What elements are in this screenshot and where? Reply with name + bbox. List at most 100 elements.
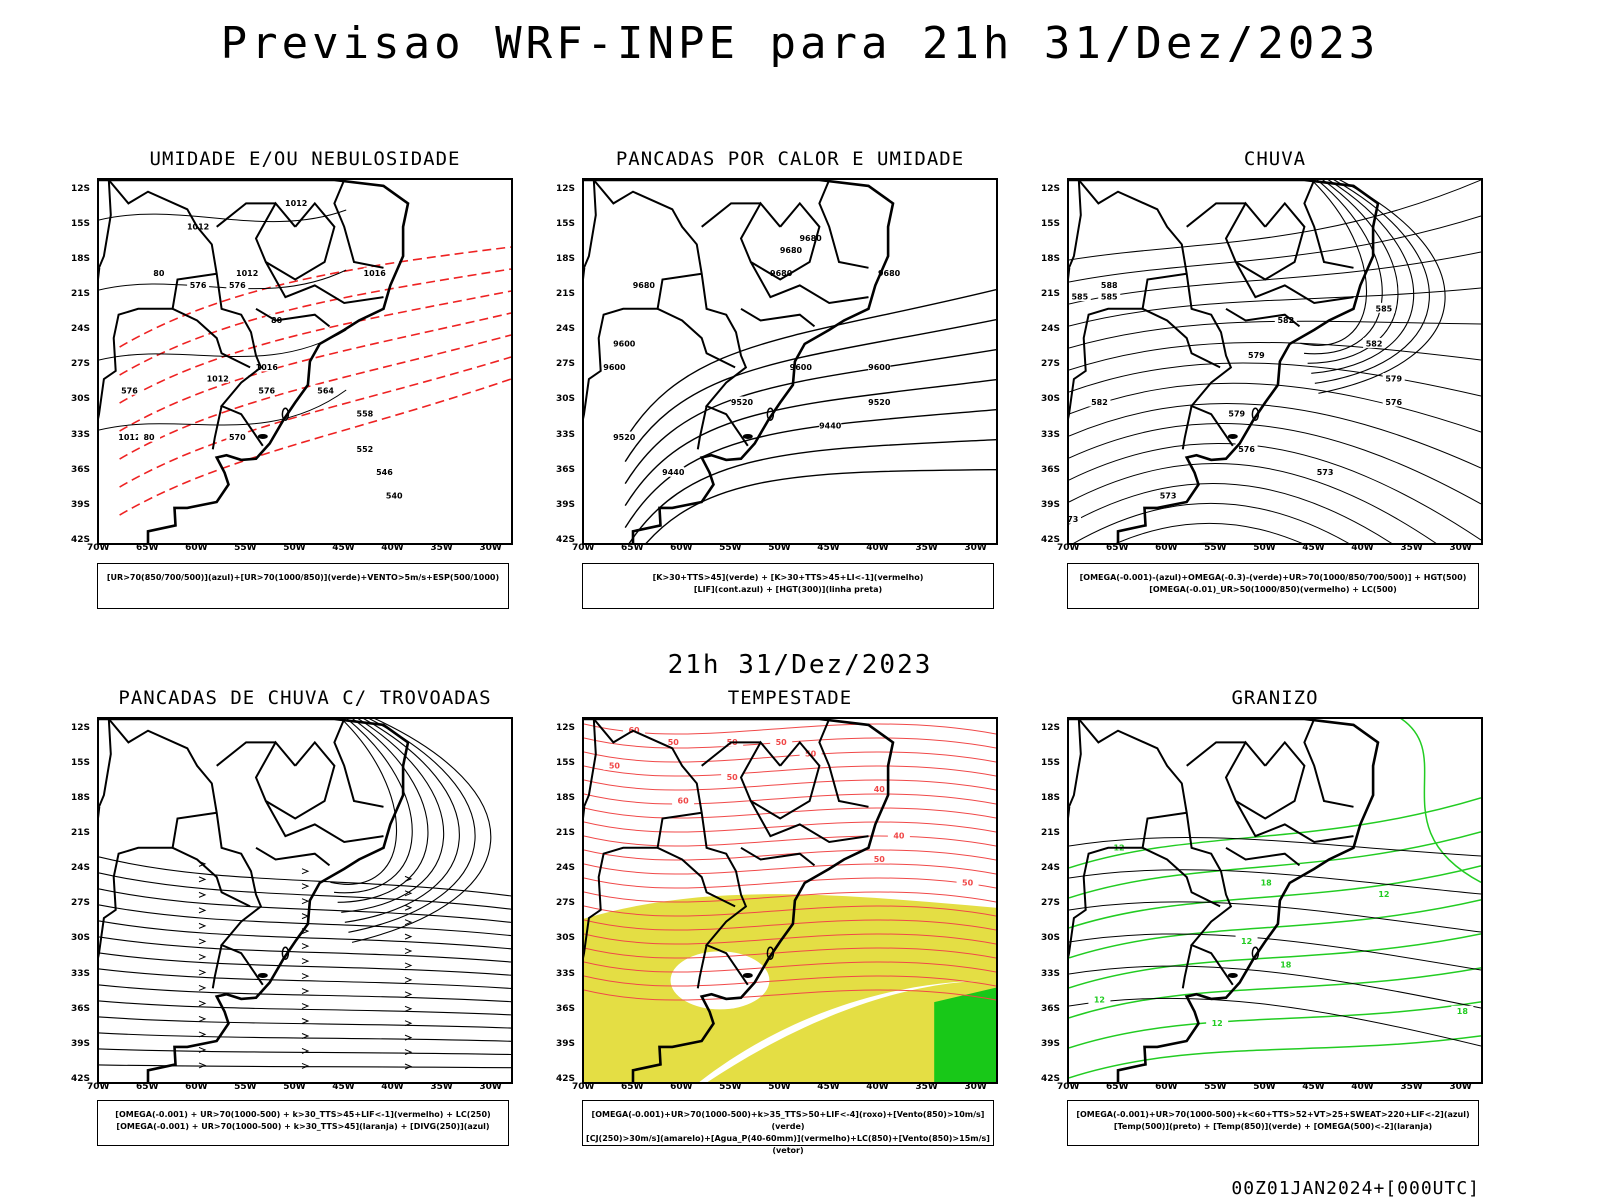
border-line	[333, 180, 384, 269]
flow-arrow	[301, 883, 310, 890]
contour-label: 50	[776, 738, 788, 747]
latitude-label: 15S	[71, 757, 91, 768]
lake-marker	[257, 972, 268, 978]
panel-title: GRANIZO	[1231, 687, 1319, 709]
panel-granizo: GRANIZO	[1065, 687, 1485, 1167]
contour-label: 576	[229, 281, 246, 290]
contour-label-bg	[613, 431, 636, 442]
temp850-contour	[1069, 865, 1481, 929]
map-canvas: 1012101210121016101610161012101257657657…	[99, 180, 511, 543]
contour-label-bg	[285, 197, 308, 208]
contour-label: 579	[1248, 351, 1265, 360]
temp850-contour	[1069, 933, 1481, 989]
border-line	[171, 272, 251, 369]
latitude-label: 18S	[556, 253, 576, 264]
contour-label-bg	[1069, 513, 1081, 524]
hgt500-contour	[1069, 287, 1481, 327]
contour-label-bg	[1382, 396, 1405, 407]
flow-arrow	[301, 1018, 310, 1024]
flow-arrow	[198, 1000, 207, 1007]
border-line	[740, 846, 816, 867]
contour-label: 60	[678, 796, 690, 805]
contour-label: 576	[121, 386, 138, 395]
contour-label-bg	[789, 361, 812, 372]
legend-line: [LIF](cont.azul) + [HGT(300)](linha pret…	[693, 585, 883, 594]
temp850-contour	[1069, 797, 1481, 869]
flow-arrow	[301, 1062, 310, 1069]
hgt300-contour	[645, 468, 996, 543]
legend-line: [UR>70(850/700/500)](azul)+[UR>70(1000/8…	[106, 573, 500, 582]
longitude-label: 60W	[1155, 1082, 1178, 1092]
flow-arrow	[301, 988, 310, 995]
legend-line: [OMEGA(-0.001) + UR>70(1000-500) + k>30_…	[116, 1122, 490, 1131]
contour-label: 573	[1069, 515, 1078, 524]
flow-arrow	[404, 1049, 413, 1056]
panel-title: UMIDADE E/OU NEBULOSIDADE	[149, 148, 461, 170]
contour-label: 9600	[613, 339, 636, 348]
flow-arrow	[404, 962, 413, 969]
legend-line: [CJ(250)>30m/s](amarelo)+[Agua_P(40-60mm…	[586, 1134, 990, 1155]
contour-label: 50	[962, 878, 974, 887]
latitude-label: 27S	[71, 359, 91, 370]
longitude-label: 35W	[430, 1082, 453, 1092]
contour-label-bg	[187, 279, 210, 290]
border-line	[1224, 201, 1306, 281]
contour-label-bg	[353, 408, 376, 419]
latitude-label: 33S	[71, 429, 91, 440]
contour-label: 576	[1385, 398, 1402, 407]
longitude-label: 50W	[768, 1082, 791, 1092]
flow-arrow	[404, 1063, 413, 1070]
contour-label-bg	[1382, 373, 1405, 384]
longitude-label: 50W	[768, 543, 791, 553]
border-line	[584, 180, 597, 269]
hgt500-contour	[1069, 463, 1437, 543]
contour-label: 9680	[633, 281, 656, 290]
border-line	[739, 201, 821, 281]
streamline	[99, 984, 511, 1003]
legend-line: [OMEGA(-0.001)+UR>70(1000-500)+k<60+TTS>…	[1076, 1110, 1470, 1119]
flow-arrow	[198, 984, 207, 991]
border-line	[656, 811, 736, 908]
legend-line: [OMEGA(-0.001)+UR>70(1000-500)+k>35_TTS>…	[591, 1110, 985, 1131]
flow-arrow	[404, 904, 413, 911]
hgt300-contour	[624, 378, 996, 507]
panel-tempestade: TEMPESTADE	[580, 687, 1000, 1167]
contour-label-bg	[1314, 466, 1337, 477]
latitude-label: 15S	[556, 757, 576, 768]
border-line	[1225, 846, 1301, 867]
contour-label: 558	[357, 410, 374, 419]
border-line	[739, 740, 821, 820]
longitude-label: 65W	[1106, 543, 1129, 553]
flow-arrow	[198, 1015, 207, 1022]
map-canvas: 588 585 585 585 582 582 582 579 579 579 576 576 573 5…	[1069, 180, 1481, 543]
border-line	[1069, 846, 1143, 959]
hgt300-contour	[624, 348, 996, 485]
contour-label-bg	[632, 279, 655, 290]
temp850-contour	[1069, 831, 1481, 899]
lake-marker	[742, 433, 753, 439]
border-line	[264, 800, 384, 844]
map-canvas	[99, 719, 511, 1082]
flow-arrow	[198, 1062, 207, 1069]
border-line	[1078, 719, 1234, 986]
latitude-label: 42S	[1041, 535, 1061, 545]
border-line	[1225, 307, 1301, 328]
border-line	[1303, 719, 1354, 808]
border-line	[696, 405, 708, 450]
contour-label-bg	[363, 267, 386, 278]
flow-arrow	[301, 1003, 310, 1009]
latitude-label: 18S	[556, 792, 576, 803]
model-run-label: 00Z01JAN2024+[000UTC]	[1231, 1178, 1480, 1199]
pressure-contour	[99, 269, 347, 291]
coastline	[584, 180, 895, 543]
longitude-label: 35W	[1400, 543, 1423, 553]
latitude-label: 39S	[1041, 499, 1061, 510]
contour-label-bg	[1069, 291, 1091, 302]
contour-label: 9520	[731, 398, 754, 407]
latitude-label: 36S	[1041, 1003, 1061, 1014]
contour-label-bg	[770, 267, 793, 278]
border-line	[1186, 202, 1246, 228]
contour-label-bg	[603, 759, 626, 770]
latitude-label: 36S	[556, 1003, 576, 1014]
border-line	[593, 180, 749, 447]
